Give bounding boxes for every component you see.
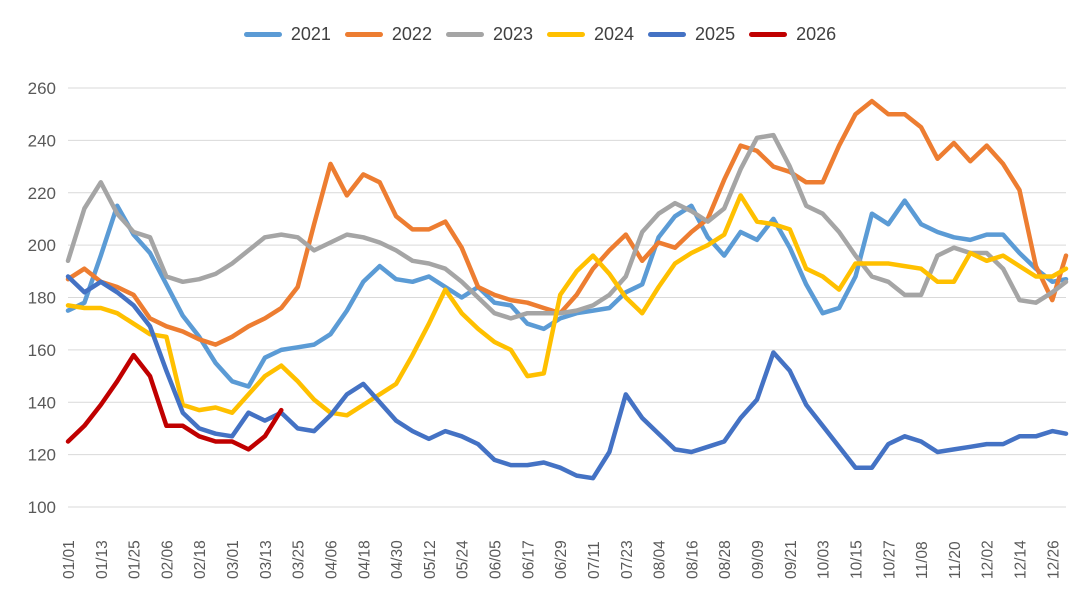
x-tick-label: 05/24 [455, 540, 472, 579]
legend-item-2025: 2025 [648, 24, 735, 45]
x-tick-label: 11/08 [914, 541, 931, 579]
x-tick-label: 12/14 [1013, 540, 1030, 579]
series-line-2026 [65, 352, 284, 452]
legend-swatch-2022 [344, 32, 383, 37]
x-tick-label: 04/30 [389, 540, 406, 579]
legend-swatch-2024 [547, 32, 585, 37]
x-tick-label: 12/02 [980, 540, 997, 579]
series-line-2025 [65, 274, 1069, 481]
series-line-2024 [65, 193, 1069, 418]
series-line-2023 [65, 132, 1069, 321]
y-tick-label: 200 [28, 236, 56, 255]
x-tick-label: 08/28 [717, 540, 734, 579]
x-tick-label: 10/15 [848, 540, 865, 579]
x-tick-label: 03/01 [225, 540, 242, 579]
legend-label: 2023 [492, 24, 533, 44]
legend-label: 2022 [391, 24, 432, 44]
x-tick-label: 06/29 [553, 540, 570, 579]
x-tick-label: 02/06 [159, 540, 176, 579]
x-axis-labels: 01/01 01/13 01/25 02/06 02/18 03/01 03/13 03/25… [61, 540, 1062, 579]
x-tick-label: 07/11 [586, 541, 603, 579]
series-lines [65, 98, 1069, 481]
x-tick-label: 04/18 [356, 540, 373, 579]
y-tick-label: 100 [28, 498, 56, 517]
chart-legend: 2021 2022 2023 2024 2025 2026 [0, 24, 1080, 45]
series-line-2021 [65, 198, 1069, 389]
x-tick-label: 01/01 [61, 540, 78, 579]
x-tick-label: 08/04 [652, 540, 669, 579]
legend-label: 2026 [796, 24, 837, 44]
legend-item-2022: 2022 [344, 24, 432, 45]
legend-swatch-2023 [445, 32, 484, 37]
x-tick-label: 12/26 [1045, 540, 1062, 579]
x-tick-label: 01/25 [127, 540, 144, 579]
x-tick-label: 02/18 [192, 540, 209, 579]
legend-swatch-2021 [243, 32, 282, 37]
x-tick-label: 04/06 [323, 540, 340, 579]
x-tick-label: 06/17 [520, 540, 537, 579]
legend-item-2026: 2026 [749, 24, 836, 45]
y-tick-label: 180 [28, 289, 56, 308]
legend-item-2021: 2021 [243, 24, 331, 45]
legend-swatch-2026 [749, 32, 788, 37]
legend-label: 2025 [695, 24, 736, 44]
x-tick-label: 08/16 [684, 540, 701, 579]
x-tick-label: 10/27 [881, 540, 898, 579]
x-tick-label: 03/13 [258, 540, 275, 579]
y-tick-label: 140 [28, 393, 56, 412]
x-tick-label: 06/05 [488, 540, 505, 579]
x-tick-label: 03/25 [291, 540, 308, 579]
x-tick-label: 09/09 [750, 540, 767, 579]
legend-swatch-2025 [648, 32, 687, 37]
y-tick-label: 220 [28, 184, 56, 203]
legend-label: 2021 [290, 24, 331, 44]
y-tick-label: 240 [28, 131, 56, 150]
x-tick-label: 09/21 [783, 540, 800, 579]
x-tick-label: 11/20 [947, 541, 964, 579]
legend-item-2024: 2024 [547, 24, 634, 45]
y-tick-label: 160 [28, 341, 56, 360]
x-tick-label: 01/13 [94, 540, 111, 579]
legend-label: 2024 [594, 24, 635, 44]
x-tick-label: 10/03 [816, 540, 833, 579]
legend-item-2023: 2023 [445, 24, 533, 45]
y-axis-labels: 100 120 140 160 180 200 220 240 260 [28, 79, 56, 517]
y-tick-label: 260 [28, 79, 56, 98]
x-tick-label: 05/12 [422, 540, 439, 579]
gridlines [68, 87, 1066, 508]
x-tick-label: 07/23 [619, 540, 636, 579]
series-line-2022 [65, 98, 1069, 347]
y-tick-label: 120 [28, 446, 56, 465]
